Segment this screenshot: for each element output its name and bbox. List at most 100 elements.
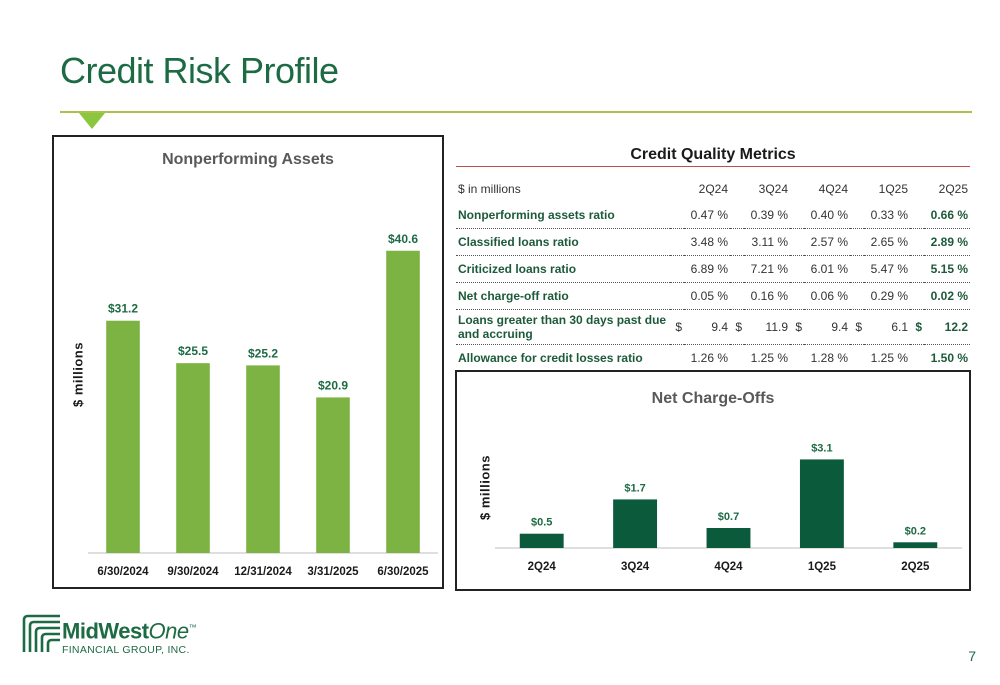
- page-title: Credit Risk Profile: [60, 50, 339, 91]
- currency-symbol: $: [670, 309, 684, 345]
- table-cell: 2.89 %: [924, 228, 970, 256]
- bar: [316, 397, 350, 553]
- column-header: 2Q25: [938, 182, 968, 196]
- data-label: $25.2: [248, 346, 278, 360]
- bar: [799, 459, 844, 548]
- table-cell: 0.29 %: [864, 282, 910, 310]
- nco-chart: $0.5 2Q24 $1.7 3Q24 $0.7 4Q24 $3.1 1Q25 $0.2 2Q25: [495, 442, 962, 573]
- table-header-row: $ in millions 2Q24 3Q24 4Q24 1Q25 2Q25: [456, 176, 970, 202]
- npa-chart-panel: Nonperforming Assets $ millions $31.2 6/3…: [52, 135, 444, 589]
- bar: [893, 542, 938, 548]
- currency-symbol: $: [850, 309, 864, 345]
- page-number: 7: [968, 648, 976, 664]
- row-label: Net charge-off ratio: [456, 282, 670, 310]
- data-label: $40.6: [388, 232, 418, 246]
- x-tick-label: 1Q25: [808, 561, 837, 573]
- logo-subtitle: FINANCIAL GROUP, INC.: [62, 644, 190, 657]
- table-cell: 1.25 %: [864, 344, 910, 372]
- row-label: Classified loans ratio: [456, 228, 670, 256]
- table-cell: 1.50 %: [924, 344, 970, 372]
- table-cell: 2.65 %: [864, 228, 910, 256]
- table-cell: 3.11 %: [744, 228, 790, 256]
- row-label: Criticized loans ratio: [456, 255, 670, 283]
- bar: [386, 250, 420, 553]
- table-cell: 3.48 %: [684, 228, 730, 256]
- table-cell: 1.25 %: [744, 344, 790, 372]
- credit-quality-table: $ in millions 2Q24 3Q24 4Q24 1Q25 2Q25 N…: [456, 176, 970, 372]
- table-cell: 9.4: [684, 309, 730, 345]
- data-label: $3.1: [811, 442, 832, 454]
- data-label: $0.2: [905, 525, 926, 537]
- x-tick-label: 6/30/2025: [377, 566, 429, 578]
- table-cell: 0.40 %: [804, 202, 850, 229]
- company-logo: MidWestOne™ FINANCIAL GROUP, INC.: [62, 617, 197, 657]
- table-row: Classified loans ratio 3.48 % 3.11 % 2.5…: [456, 228, 970, 256]
- table-cell: 6.89 %: [684, 255, 730, 283]
- header-units: $ in millions: [458, 182, 521, 196]
- column-header: 4Q24: [818, 182, 848, 196]
- table-row: Allowance for credit losses ratio 1.26 %…: [456, 344, 970, 372]
- table-row: Criticized loans ratio 6.89 % 7.21 % 6.0…: [456, 255, 970, 283]
- table-cell: 6.1: [864, 309, 910, 345]
- table-cell: 2.57 %: [804, 228, 850, 256]
- nco-chart-panel: Net Charge-Offs $ millions $0.5 2Q24 $1.7 3…: [455, 370, 971, 591]
- x-tick-label: 12/31/2024: [234, 566, 292, 578]
- table-cell: 5.47 %: [864, 255, 910, 283]
- bar: [519, 533, 564, 548]
- x-tick-label: 4Q24: [714, 561, 743, 573]
- bar: [106, 320, 140, 553]
- data-label: $20.9: [318, 378, 348, 392]
- column-header: 2Q24: [698, 182, 728, 196]
- bar: [613, 499, 658, 548]
- bar: [246, 365, 280, 553]
- table-row: Loans greater than 30 days past due and …: [456, 309, 970, 345]
- metrics-title-rule: [456, 166, 970, 167]
- bar: [176, 363, 210, 553]
- divider-arrow-icon: [79, 113, 105, 129]
- table-cell: 0.33 %: [864, 202, 910, 229]
- logo-trademark: ™: [188, 623, 197, 632]
- table-row: Nonperforming assets ratio 0.47 % 0.39 %…: [456, 202, 970, 229]
- table-cell: 0.66 %: [924, 202, 970, 229]
- data-label: $0.7: [718, 511, 739, 523]
- x-tick-label: 3Q24: [621, 561, 650, 573]
- title-divider: [60, 111, 972, 113]
- x-tick-label: 6/30/2024: [97, 566, 149, 578]
- data-label: $0.5: [531, 517, 552, 529]
- logo-name-bold: MidWest: [62, 618, 149, 644]
- metrics-title: Credit Quality Metrics: [630, 146, 796, 163]
- table-cell: 12.2: [924, 309, 970, 345]
- table-cell: 0.06 %: [804, 282, 850, 310]
- column-header: 3Q24: [758, 182, 788, 196]
- table-cell: 9.4: [804, 309, 850, 345]
- bar: [706, 528, 751, 548]
- table-cell: 5.15 %: [924, 255, 970, 283]
- nco-chart-title: Net Charge-Offs: [651, 390, 775, 407]
- midwestone-logo-icon: [22, 614, 60, 652]
- x-tick-label: 2Q25: [901, 561, 930, 573]
- table-cell: 0.39 %: [744, 202, 790, 229]
- table-cell: 0.47 %: [684, 202, 730, 229]
- table-cell: 11.9: [744, 309, 790, 345]
- x-tick-label: 3/31/2025: [307, 566, 359, 578]
- row-label: Allowance for credit losses ratio: [456, 344, 670, 372]
- column-header: 1Q25: [878, 182, 908, 196]
- data-label: $31.2: [108, 302, 138, 316]
- table-cell: 0.16 %: [744, 282, 790, 310]
- data-label: $1.7: [624, 482, 645, 494]
- npa-chart-title: Nonperforming Assets: [162, 151, 334, 168]
- table-cell: 1.26 %: [684, 344, 730, 372]
- npa-chart: $31.2 6/30/2024 $25.5 9/30/2024 $25.2 12/31/2…: [88, 232, 438, 578]
- table-cell: 0.05 %: [684, 282, 730, 310]
- data-label: $25.5: [178, 344, 208, 358]
- currency-symbol: $: [790, 309, 804, 345]
- logo-name-italic: One: [148, 618, 190, 644]
- x-tick-label: 9/30/2024: [167, 566, 219, 578]
- table-cell: 6.01 %: [804, 255, 850, 283]
- x-tick-label: 2Q24: [528, 561, 557, 573]
- table-row: Net charge-off ratio 0.05 % 0.16 % 0.06 …: [456, 282, 970, 310]
- table-cell: 1.28 %: [804, 344, 850, 372]
- table-cell: 0.02 %: [924, 282, 970, 310]
- row-label: Nonperforming assets ratio: [456, 202, 670, 229]
- currency-symbol: $: [910, 309, 924, 345]
